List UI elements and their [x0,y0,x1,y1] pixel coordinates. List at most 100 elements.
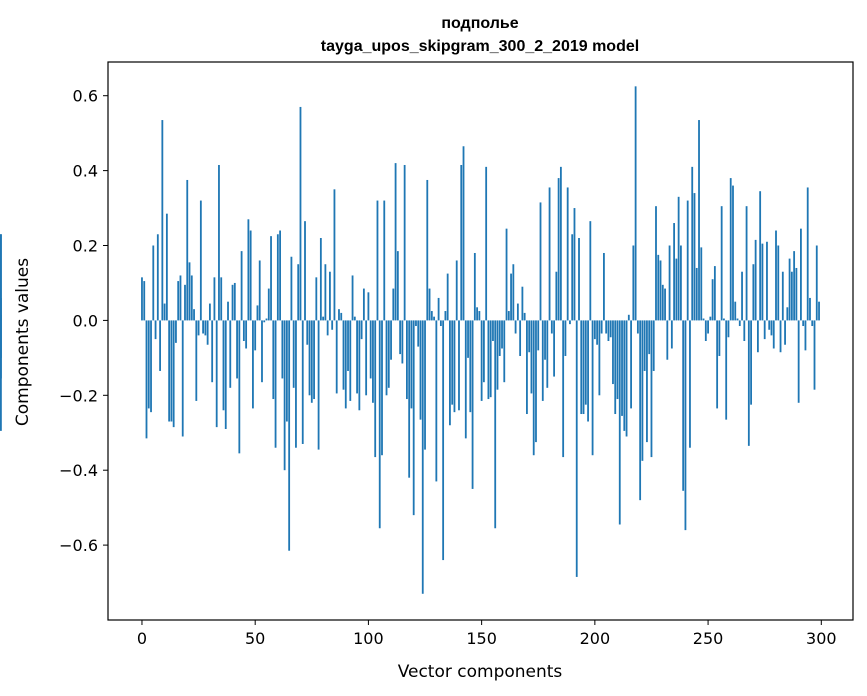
x-tick-label: 0 [137,629,147,648]
bar [689,320,691,448]
bar [818,301,820,321]
bar [559,166,562,321]
bar [598,320,601,396]
bar [655,206,657,321]
bar [729,178,732,321]
bar [224,320,227,429]
bar [233,282,236,321]
bar [276,234,279,321]
bar [528,320,531,353]
bar [643,320,646,371]
bar [150,320,152,413]
x-tick-label: 250 [693,629,724,648]
bar [455,260,458,321]
bar [417,320,420,347]
bar [734,301,737,321]
bar [202,320,205,334]
bar [181,320,184,437]
bar [247,219,250,321]
bar [555,271,558,321]
bar [609,320,612,338]
bar [707,320,709,334]
bar [603,252,605,321]
bar [256,305,259,321]
bar [426,179,429,321]
bar [686,200,689,321]
bar [702,318,705,321]
bar [283,320,286,471]
bar [747,320,750,446]
bar [485,166,488,321]
bar [172,320,175,428]
bar [673,223,676,321]
bar [458,320,460,411]
bar [501,320,503,349]
bar [340,312,343,321]
bar [156,234,159,321]
bar [766,241,768,321]
bar [492,320,494,341]
bar [736,318,739,321]
y-tick-label: 0.2 [73,237,98,256]
bar [788,258,791,321]
bar [790,271,793,321]
bar [329,271,331,321]
bar [374,320,377,458]
bar [711,279,714,321]
bar [806,187,809,321]
bar [403,164,406,321]
bar [521,286,524,321]
bar [793,251,796,321]
bar [718,320,721,356]
bar [161,120,164,321]
bar [634,86,637,321]
bar [526,320,528,415]
bar [804,320,807,351]
bar [231,284,234,321]
bar [505,228,508,321]
bar [433,316,435,321]
bar [143,281,146,321]
bar [607,320,610,341]
bar [322,316,325,321]
bar [571,234,574,321]
bar [600,320,603,334]
bar [695,267,698,321]
bar [186,179,189,321]
bar [623,320,626,431]
bar [713,266,716,321]
bar [546,320,549,388]
bar [704,320,707,341]
bar [451,320,454,405]
bar [621,320,623,416]
bar [369,320,372,379]
bar [530,320,533,394]
bar [535,320,537,443]
bar [639,320,642,501]
bar [290,256,293,321]
bar [661,284,664,321]
bar [781,271,784,321]
bar [444,311,447,321]
bar [591,320,594,456]
bar [641,320,644,461]
x-axis-ticks: 0 50 100 150 200 250 300 [137,620,837,648]
x-axis-label: Vector components [398,662,563,682]
bar [716,320,719,409]
bar [582,320,585,415]
bar [487,320,490,400]
bar [605,320,608,334]
bar [396,251,399,321]
bar [510,273,512,321]
bar [537,320,540,351]
bar [437,297,440,321]
bar [700,247,703,321]
bar [489,320,492,398]
bar [469,320,472,413]
bar [650,320,653,458]
bar [263,320,266,323]
bar [612,320,614,385]
bar [750,320,752,405]
bar [449,320,451,426]
